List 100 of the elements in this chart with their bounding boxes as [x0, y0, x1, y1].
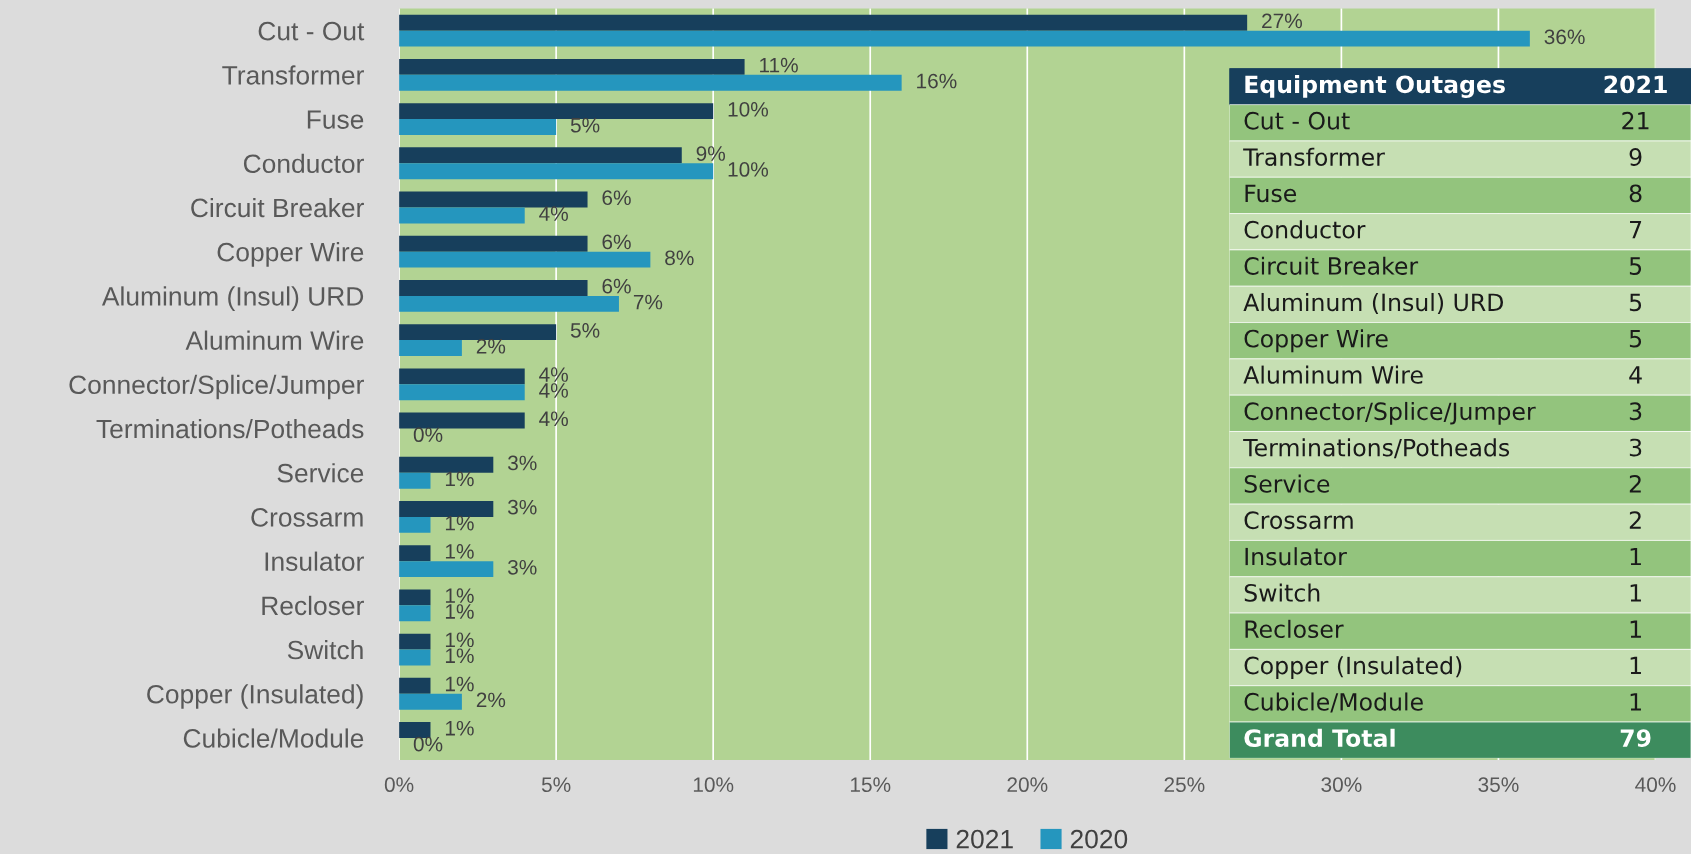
data-label: 8: [1629, 184, 1642, 203]
y-tick-label: Copper Wire: [1244, 329, 1388, 353]
data-label: 21: [1622, 111, 1649, 130]
bar: [399, 119, 557, 135]
y-tick-label: Recloser: [262, 595, 364, 616]
data-label: 3: [1629, 438, 1642, 457]
x-tick-label: 10%: [693, 777, 734, 793]
y-tick-label: Copper Wire: [217, 242, 364, 267]
data-label: 3%: [507, 455, 537, 471]
y-tick-label: Switch: [1244, 583, 1320, 602]
bar: [399, 30, 1530, 47]
y-tick-label: Conductor: [243, 153, 364, 174]
data-label: 1: [1630, 584, 1641, 602]
bar: [399, 340, 462, 357]
y-tick-label: Connector/Splice/Jumper: [69, 374, 364, 400]
y-tick-label: Cubicle/Module: [183, 728, 364, 748]
y-tick-label: Transformer: [222, 65, 364, 85]
bar: [399, 368, 525, 385]
x-tick-label: 30%: [1321, 777, 1362, 793]
data-label: 1%: [445, 515, 474, 531]
y-tick-label: Aluminum (Insul) URD: [1243, 292, 1504, 315]
y-tick-label: Fuse: [1245, 184, 1297, 203]
x-tick-label: 15%: [850, 777, 891, 793]
data-label: 36%: [1544, 29, 1585, 45]
legend-label: 2020: [1070, 829, 1128, 849]
bar: [399, 516, 431, 533]
y-tick-label: Grand Total: [1244, 728, 1395, 748]
y-tick-label: Crossarm: [251, 508, 363, 527]
data-label: 3%: [507, 559, 537, 575]
data-label: 1%: [445, 604, 474, 619]
y-tick-label: Terminations/Potheads: [96, 418, 364, 439]
data-label: 1%: [445, 676, 474, 692]
bar: [399, 456, 494, 473]
y-tick-label: Aluminum Wire: [185, 330, 364, 350]
y-tick-label: Conductor: [1244, 220, 1366, 239]
y-tick-label: Cubicle/Module: [1244, 692, 1423, 713]
data-label: 1: [1630, 547, 1641, 566]
data-label: 1: [1630, 656, 1641, 675]
x-tick-label: 5%: [541, 777, 571, 793]
data-label: 1%: [445, 720, 474, 736]
y-tick-label: Circuit Breaker: [191, 197, 364, 218]
bar: [399, 412, 525, 429]
data-label: 5: [1629, 330, 1642, 348]
bar: [399, 147, 682, 164]
bar: [399, 722, 431, 738]
y-tick-label: Recloser: [1245, 619, 1344, 639]
data-label: 16%: [917, 73, 957, 89]
data-label: 1%: [445, 471, 474, 487]
y-tick-label: Aluminum Wire: [1243, 365, 1423, 384]
data-label: 2: [1629, 511, 1641, 529]
data-label: 10%: [728, 162, 769, 177]
data-label: 0%: [413, 736, 443, 752]
data-label: 6%: [602, 234, 631, 250]
y-tick-label: Crossarm: [1244, 511, 1353, 530]
x-tick-label: 0%: [384, 777, 414, 793]
bar: [399, 279, 588, 296]
y-tick-label: Switch: [287, 639, 363, 660]
bar: [399, 251, 651, 268]
data-label: 9: [1629, 148, 1642, 166]
bar: [399, 103, 714, 120]
data-label: 27%: [1262, 13, 1302, 29]
y-tick-label: Aluminum (Insul) URD: [101, 286, 364, 311]
bar: [399, 384, 525, 401]
bar: [399, 472, 431, 489]
bar: [399, 545, 431, 562]
data-label: 5: [1629, 257, 1642, 275]
bar: [399, 58, 745, 75]
bar: [399, 324, 557, 341]
data-label: 2%: [476, 338, 506, 354]
bar: [399, 693, 462, 710]
y-tick-label: Connector/Splice/Jumper: [1244, 401, 1536, 425]
y-tick-label: Circuit Breaker: [1244, 256, 1419, 275]
x-tick-label: 20%: [1007, 777, 1048, 793]
x-tick-label: 40%: [1635, 777, 1676, 793]
data-label: 2: [1629, 474, 1641, 493]
bar: [399, 561, 494, 578]
y-tick-label: Cut - Out: [1244, 111, 1350, 130]
bar: [399, 191, 588, 208]
data-label: 3: [1629, 402, 1642, 421]
y-tick-label: Copper (Insulated): [147, 684, 363, 709]
y-tick-label: Transformer: [1243, 147, 1385, 166]
data-label: 3%: [507, 499, 537, 515]
y-tick-label: Insulator: [1245, 547, 1347, 566]
data-label: 1%: [445, 544, 474, 559]
y-tick-label: Copper (Insulated): [1244, 656, 1462, 679]
data-label: 7: [1630, 221, 1642, 239]
data-label: 6%: [602, 190, 631, 206]
data-label: 1%: [445, 632, 474, 648]
data-label: 8%: [665, 250, 694, 266]
bar: [399, 501, 494, 517]
y-tick-label: Service: [1244, 474, 1330, 493]
data-label: 1%: [445, 588, 474, 603]
data-label: 0%: [413, 427, 443, 443]
data-label: 1: [1630, 620, 1641, 638]
y-tick-label: Service: [277, 463, 364, 483]
y-tick-label: Fuse: [307, 110, 364, 129]
data-label: 7%: [633, 294, 663, 310]
y-tick-label: Terminations/Potheads: [1243, 438, 1510, 459]
bar: [399, 207, 525, 224]
data-label: 1: [1630, 693, 1641, 711]
